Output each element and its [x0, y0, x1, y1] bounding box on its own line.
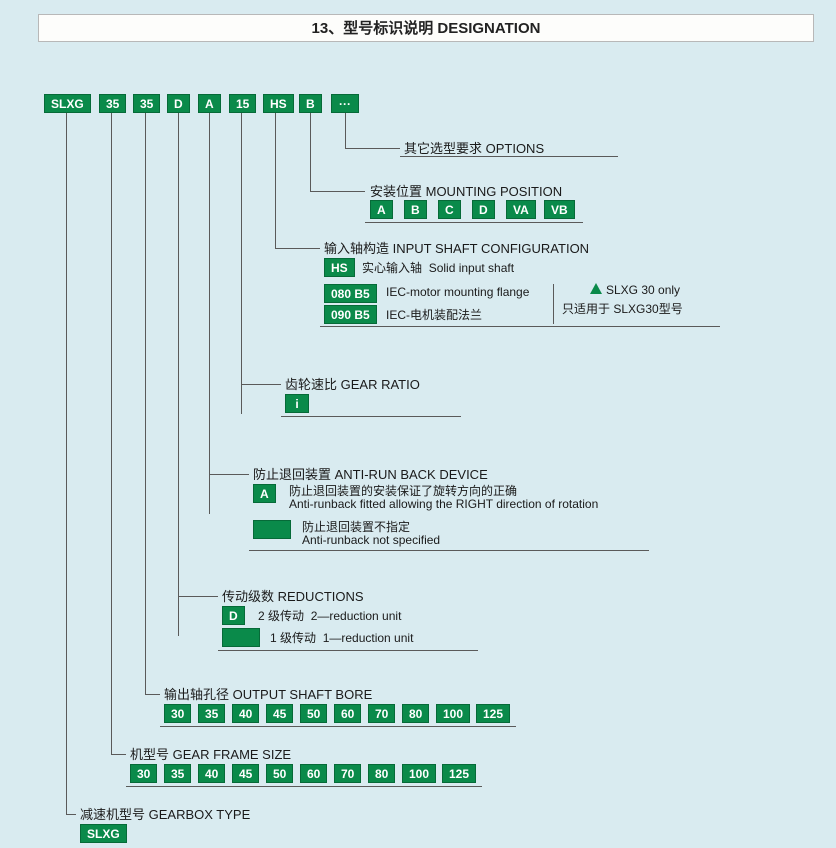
frame-size-val: 125	[442, 764, 476, 783]
output-bore-val: 30	[164, 704, 191, 723]
frame-size-val: 35	[164, 764, 191, 783]
frame-size-val: 45	[232, 764, 259, 783]
gear-ratio-box: i	[285, 394, 309, 413]
title-bar: 13、型号标识说明 DESIGNATION	[38, 14, 814, 42]
input-shaft-box: 080 B5	[324, 284, 377, 303]
underline	[365, 222, 583, 223]
connector-line	[111, 754, 126, 755]
frame-size-val: 80	[368, 764, 395, 783]
input-shaft-label: 输入轴构造 INPUT SHAFT CONFIGURATION	[324, 238, 589, 257]
connector-line	[345, 113, 346, 148]
output-bore-val: 45	[266, 704, 293, 723]
code-5: A	[198, 94, 221, 113]
connector-line	[275, 248, 320, 249]
input-shaft-text: IEC-电机装配法兰	[386, 306, 482, 323]
connector-line	[145, 113, 146, 694]
underline	[281, 416, 461, 417]
anti-run-label: 防止退回装置 ANTI-RUN BACK DEVICE	[253, 464, 488, 483]
connector-line	[345, 148, 400, 149]
connector-line	[66, 113, 67, 814]
code-9: ···	[331, 94, 359, 113]
connector-line	[275, 113, 276, 248]
mounting-val: B	[404, 200, 427, 219]
underline	[320, 326, 720, 327]
output-bore-val: 40	[232, 704, 259, 723]
underline	[160, 726, 516, 727]
output-bore-val: 35	[198, 704, 225, 723]
mounting-val: C	[438, 200, 461, 219]
frame-size-val: 100	[402, 764, 436, 783]
connector-line	[310, 191, 365, 192]
reductions-label: 传动级数 REDUCTIONS	[222, 586, 364, 605]
underline	[126, 786, 482, 787]
reductions-box-empty	[222, 628, 260, 647]
input-shaft-note: SLXG 30 only	[606, 283, 680, 297]
output-bore-val: 80	[402, 704, 429, 723]
input-shaft-note: 只适用于 SLXG30型号	[562, 300, 683, 317]
output-bore-val: 60	[334, 704, 361, 723]
gear-ratio-label: 齿轮速比 GEAR RATIO	[285, 374, 420, 393]
code-6: 15	[229, 94, 256, 113]
output-bore-label: 输出轴孔径 OUTPUT SHAFT BORE	[164, 684, 372, 703]
frame-size-val: 40	[198, 764, 225, 783]
frame-size-val: 30	[130, 764, 157, 783]
anti-run-text: Anti-runback not specified	[302, 533, 440, 547]
brace-line	[553, 284, 554, 324]
frame-size-val: 60	[300, 764, 327, 783]
anti-run-text: Anti-runback fitted allowing the RIGHT d…	[289, 497, 598, 511]
code-8: B	[299, 94, 322, 113]
code-7: HS	[263, 94, 294, 113]
mounting-val: VB	[544, 200, 575, 219]
output-bore-val: 125	[476, 704, 510, 723]
mounting-label: 安装位置 MOUNTING POSITION	[370, 181, 562, 200]
warning-icon	[590, 283, 602, 294]
output-bore-val: 100	[436, 704, 470, 723]
mounting-val: VA	[506, 200, 536, 219]
frame-size-val: 70	[334, 764, 361, 783]
mounting-val: D	[472, 200, 495, 219]
output-bore-val: 50	[300, 704, 327, 723]
connector-line	[310, 113, 311, 191]
connector-line	[178, 113, 179, 636]
anti-run-box-empty	[253, 520, 291, 539]
mounting-val: A	[370, 200, 393, 219]
reductions-text: 1 级传动 1—reduction unit	[270, 629, 413, 646]
gearbox-type-box: SLXG	[80, 824, 127, 843]
underline	[249, 550, 649, 551]
connector-line	[178, 596, 218, 597]
code-4: D	[167, 94, 190, 113]
input-shaft-box: HS	[324, 258, 355, 277]
connector-line	[145, 694, 160, 695]
connector-line	[241, 113, 242, 414]
connector-line	[209, 113, 210, 514]
code-1: SLXG	[44, 94, 91, 113]
connector-line	[209, 474, 249, 475]
input-shaft-text: IEC-motor mounting flange	[386, 285, 529, 299]
connector-line	[111, 113, 112, 754]
connector-line	[241, 384, 281, 385]
connector-line	[66, 814, 76, 815]
options-label: 其它选型要求 OPTIONS	[404, 138, 544, 157]
code-3: 35	[133, 94, 160, 113]
reductions-box: D	[222, 606, 245, 625]
gearbox-type-label: 减速机型号 GEARBOX TYPE	[80, 804, 250, 823]
frame-size-val: 50	[266, 764, 293, 783]
underline	[218, 650, 478, 651]
frame-size-label: 机型号 GEAR FRAME SIZE	[130, 744, 291, 763]
anti-run-box: A	[253, 484, 276, 503]
underline	[400, 156, 618, 157]
code-2: 35	[99, 94, 126, 113]
output-bore-val: 70	[368, 704, 395, 723]
input-shaft-text: 实心输入轴 Solid input shaft	[362, 259, 514, 276]
reductions-text: 2 级传动 2—reduction unit	[258, 607, 401, 624]
input-shaft-box: 090 B5	[324, 305, 377, 324]
